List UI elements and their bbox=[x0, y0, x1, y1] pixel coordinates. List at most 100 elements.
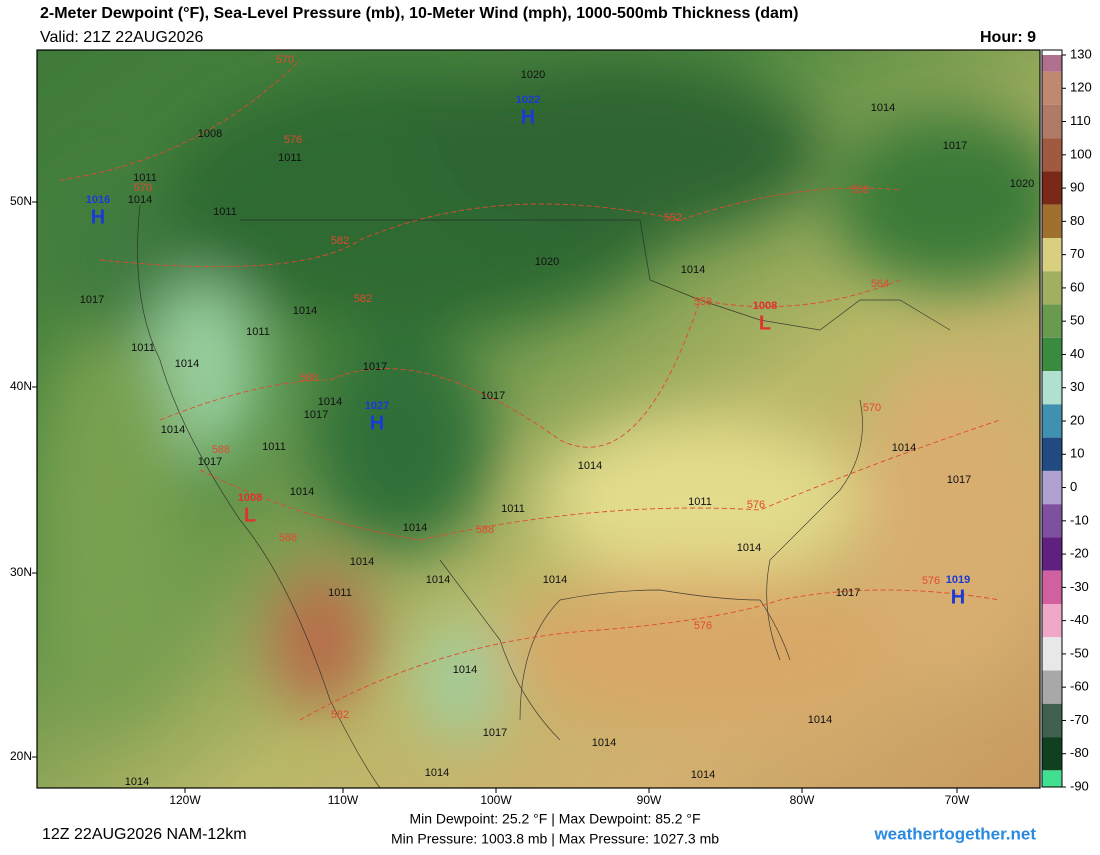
colorbar-swatch bbox=[1042, 637, 1062, 671]
isobar-label: 1014 bbox=[290, 486, 314, 498]
isobar-label: 1020 bbox=[521, 69, 545, 81]
thickness-label: 570 bbox=[276, 54, 294, 66]
thickness-label: 582 bbox=[331, 709, 349, 721]
lat-label: 40N bbox=[10, 379, 32, 393]
isobar-label: 1014 bbox=[318, 396, 342, 408]
lon-label: 120W bbox=[169, 793, 201, 807]
isobar-label: 1014 bbox=[293, 305, 317, 317]
colorbar-tick-label: 50 bbox=[1070, 313, 1084, 328]
colorbar-swatch bbox=[1042, 204, 1062, 238]
colorbar-swatch bbox=[1042, 171, 1062, 205]
colorbar-tick-label: -40 bbox=[1070, 612, 1089, 627]
isobar-label: 1017 bbox=[304, 409, 328, 421]
colorbar-tick-label: -30 bbox=[1070, 579, 1089, 594]
colorbar-swatch bbox=[1042, 570, 1062, 604]
isobar-label: 1014 bbox=[578, 460, 602, 472]
isobar-label: 1011 bbox=[688, 496, 712, 508]
isobar-label: 1014 bbox=[128, 194, 152, 206]
title: 2-Meter Dewpoint (°F), Sea-Level Pressur… bbox=[40, 5, 798, 22]
colorbar-swatch bbox=[1042, 55, 1062, 72]
thickness-label: 576 bbox=[284, 134, 302, 146]
lat-label: 20N bbox=[10, 749, 32, 763]
pressure-range: Min Pressure: 1003.8 mb | Max Pressure: … bbox=[391, 831, 719, 847]
isobar-label: 1014 bbox=[737, 542, 761, 554]
isobar-label: 1014 bbox=[681, 264, 705, 276]
isobar-label: 1017 bbox=[363, 361, 387, 373]
thickness-label: 570 bbox=[134, 182, 152, 194]
colorbar-swatch bbox=[1042, 670, 1062, 704]
colorbar-tick-label: 10 bbox=[1070, 446, 1084, 461]
isobar-label: 1014 bbox=[426, 574, 450, 586]
center-letter: L bbox=[244, 504, 256, 526]
thickness-label: 558 bbox=[851, 184, 869, 196]
isobar-label: 1014 bbox=[691, 769, 715, 781]
isobar-label: 1017 bbox=[481, 390, 505, 402]
thickness-label: 576 bbox=[922, 575, 940, 587]
colorbar-swatch bbox=[1042, 71, 1062, 105]
isobar-label: 1011 bbox=[131, 342, 155, 354]
colorbar-swatch bbox=[1042, 138, 1062, 172]
colorbar-tick-label: 120 bbox=[1070, 80, 1092, 95]
colorbar-tick-label: 40 bbox=[1070, 346, 1084, 361]
colorbar-swatch bbox=[1042, 770, 1062, 787]
colorbar-swatch bbox=[1042, 737, 1062, 771]
center-pressure: 1022 bbox=[516, 94, 540, 106]
isobar-label: 1017 bbox=[836, 587, 860, 599]
thickness-label: 576 bbox=[747, 499, 765, 511]
isobar-label: 1014 bbox=[892, 442, 916, 454]
colorbar-frame bbox=[1041, 49, 1063, 788]
thickness-label: 576 bbox=[694, 620, 712, 632]
thickness-label: 588 bbox=[279, 532, 297, 544]
isobar-label: 1008 bbox=[198, 128, 222, 140]
isobar-label: 1011 bbox=[501, 503, 525, 515]
thickness-label: 582 bbox=[331, 235, 349, 247]
thickness-label: 588 bbox=[212, 444, 230, 456]
colorbar-swatch bbox=[1042, 604, 1062, 638]
colorbar-swatch bbox=[1042, 703, 1062, 738]
lon-label: 80W bbox=[790, 793, 815, 807]
thickness-label: 558 bbox=[694, 296, 712, 308]
center-letter: H bbox=[521, 106, 535, 128]
colorbar-tick-label: 130 bbox=[1070, 46, 1092, 61]
center-pressure: 1019 bbox=[946, 574, 970, 586]
isobar-label: 1014 bbox=[543, 574, 567, 586]
colorbar-tick-label: -60 bbox=[1070, 679, 1089, 694]
thickness-label: 552 bbox=[664, 212, 682, 224]
colorbar-swatch bbox=[1042, 537, 1062, 571]
isobar-label: 1017 bbox=[483, 727, 507, 739]
isobar-label: 1014 bbox=[453, 664, 477, 676]
center-letter: H bbox=[951, 586, 965, 608]
colorbar-tick-label: 110 bbox=[1070, 113, 1091, 128]
colorbar-tick-label: -10 bbox=[1070, 512, 1089, 527]
colorbar-tick-label: 80 bbox=[1070, 213, 1084, 228]
isobar-label: 1014 bbox=[592, 737, 616, 749]
lat-label: 30N bbox=[10, 565, 32, 579]
isobar-label: 1014 bbox=[808, 714, 832, 726]
isobar-label: 1011 bbox=[328, 587, 352, 599]
isobar-label: 1014 bbox=[175, 358, 199, 370]
isobar-label: 1014 bbox=[425, 767, 449, 779]
map-frame bbox=[36, 49, 1041, 789]
isobar-label: 1011 bbox=[213, 206, 237, 218]
colorbar-tick-label: 90 bbox=[1070, 180, 1084, 195]
dewpoint-range: Min Dewpoint: 25.2 °F | Max Dewpoint: 85… bbox=[409, 811, 700, 827]
colorbar-swatch bbox=[1042, 437, 1062, 471]
center-letter: L bbox=[759, 312, 771, 334]
center-pressure: 1008 bbox=[238, 492, 262, 504]
isobar-label: 1017 bbox=[943, 140, 967, 152]
center-pressure: 1008 bbox=[753, 300, 777, 312]
colorbar-tick-label: -50 bbox=[1070, 645, 1089, 660]
center-pressure: 1016 bbox=[86, 194, 110, 206]
isobar-label: 1020 bbox=[1010, 178, 1034, 190]
isobar-label: 1020 bbox=[535, 256, 559, 268]
isobar-label: 1014 bbox=[350, 556, 374, 568]
model-run: 12Z 22AUG2026 NAM-12km bbox=[42, 826, 247, 843]
colorbar-swatch bbox=[1042, 504, 1062, 538]
isobar-label: 1017 bbox=[80, 294, 104, 306]
colorbar-swatch bbox=[1042, 404, 1062, 438]
lon-label: 110W bbox=[328, 793, 359, 807]
colorbar-tick-label: 70 bbox=[1070, 246, 1084, 261]
isobar-label: 1017 bbox=[947, 474, 971, 486]
colorbar-tick-label: -80 bbox=[1070, 745, 1089, 760]
